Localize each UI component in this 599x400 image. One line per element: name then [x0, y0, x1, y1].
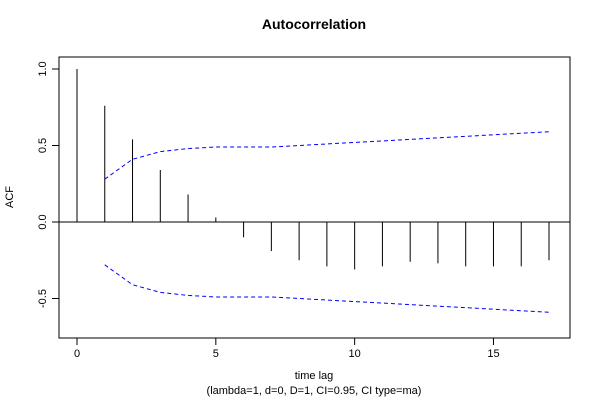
x-tick-label: 10 [349, 348, 361, 360]
chart-title: Autocorrelation [262, 16, 366, 32]
ci-lower-line [104, 264, 550, 313]
x-tick-label: 15 [487, 348, 499, 360]
chart-subtitle: (lambda=1, d=0, D=1, CI=0.95, CI type=ma… [207, 385, 422, 397]
x-axis: 0 5 10 15 [74, 337, 500, 360]
y-tick-label: 0.5 [37, 138, 49, 153]
ci-upper-line [104, 131, 550, 180]
plot-frame [58, 56, 571, 339]
y-axis: -0.5 0.0 0.5 1.0 [37, 61, 60, 308]
x-axis-label: time lag [295, 370, 334, 382]
acf-bars [76, 69, 550, 270]
y-tick-label: 0.0 [37, 214, 49, 229]
x-tick-label: 5 [213, 348, 219, 360]
y-axis-label: ACF [4, 186, 16, 208]
y-tick-label: 1.0 [37, 61, 49, 76]
y-tick-label: -0.5 [37, 289, 49, 308]
x-tick-label: 0 [74, 348, 80, 360]
